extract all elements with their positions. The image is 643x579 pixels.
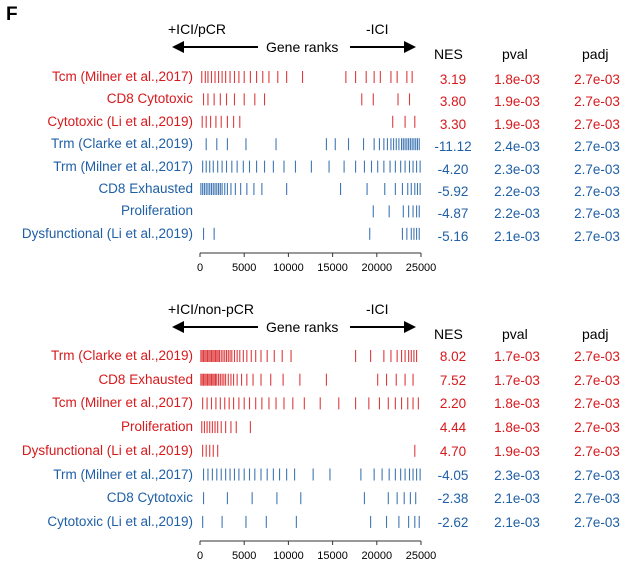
x-tick-label: 15000 bbox=[317, 262, 348, 274]
pval-value: 1.8e-03 bbox=[494, 420, 540, 436]
pval-value: 1.7e-03 bbox=[494, 372, 540, 388]
nes-value: 3.30 bbox=[439, 116, 467, 132]
padj-header: padj bbox=[582, 46, 609, 62]
pval-value: 1.8e-03 bbox=[494, 72, 540, 87]
gene-set-label: CD8 Cytotoxic bbox=[106, 490, 193, 506]
nes-value: 2.20 bbox=[439, 396, 467, 412]
left-direction-label: +ICI/pCR bbox=[168, 21, 226, 37]
nes-value: 8.02 bbox=[439, 349, 467, 364]
pval-value: 2.1e-03 bbox=[494, 228, 540, 244]
pval-value: 1.7e-03 bbox=[494, 349, 540, 364]
nes-value: -2.62 bbox=[437, 514, 469, 530]
gene-set-label: Trm (Milner et al.,2017) bbox=[53, 466, 193, 482]
gene-set-label: Trm (Clarke et al.,2019) bbox=[50, 136, 193, 152]
pval-value: 1.9e-03 bbox=[494, 443, 540, 459]
x-tick-label: 10000 bbox=[273, 550, 304, 562]
padj-value: 2.7e-03 bbox=[574, 184, 620, 199]
panel-letter: F bbox=[6, 4, 18, 25]
gene-set-label: Trm (Clarke et al.,2019) bbox=[50, 348, 193, 363]
nes-value: -4.20 bbox=[437, 161, 469, 177]
padj-header: padj bbox=[582, 326, 609, 342]
pval-header: pval bbox=[502, 326, 528, 342]
gene-set-label: Dysfunctional (Li et al.,2019) bbox=[21, 225, 193, 241]
pval-value: 2.2e-03 bbox=[494, 206, 540, 222]
x-tick-label: 10000 bbox=[273, 262, 304, 274]
padj-value: 2.7e-03 bbox=[574, 206, 620, 222]
gene-set-label: Dysfunctional (Li et al.,2019) bbox=[21, 442, 193, 458]
padj-value: 2.7e-03 bbox=[574, 467, 620, 483]
nes-value: 3.80 bbox=[439, 94, 467, 110]
nes-value: -11.12 bbox=[434, 139, 472, 155]
nes-value: 3.19 bbox=[439, 72, 467, 87]
pval-value: 2.1e-03 bbox=[494, 491, 540, 507]
gene-set-label: CD8 Exhausted bbox=[98, 371, 193, 387]
nes-header: NES bbox=[434, 326, 463, 342]
nes-value: -5.92 bbox=[437, 184, 469, 199]
padj-value: 2.7e-03 bbox=[574, 94, 620, 110]
pval-value: 2.1e-03 bbox=[494, 514, 540, 530]
nes-value: -4.05 bbox=[437, 467, 469, 483]
nes-value: -2.38 bbox=[437, 491, 469, 507]
gene-set-label: Proliferation bbox=[120, 203, 193, 219]
pval-value: 1.9e-03 bbox=[494, 94, 540, 110]
x-tick-label: 20000 bbox=[361, 550, 393, 562]
padj-value: 2.7e-03 bbox=[574, 514, 620, 530]
gene-set-label: CD8 Cytotoxic bbox=[106, 91, 193, 107]
padj-value: 2.7e-03 bbox=[574, 161, 620, 177]
left-arrow-head bbox=[172, 321, 184, 333]
padj-value: 2.7e-03 bbox=[574, 139, 620, 155]
x-tick-label: 5000 bbox=[231, 262, 257, 274]
nes-value: -5.16 bbox=[437, 228, 469, 244]
left-arrow-head bbox=[172, 41, 184, 53]
pval-value: 2.4e-03 bbox=[494, 139, 540, 155]
gene-set-label: Trm (Milner et al.,2017) bbox=[53, 158, 193, 174]
gene-set-label: Proliferation bbox=[120, 419, 193, 435]
padj-value: 2.7e-03 bbox=[574, 349, 620, 364]
right-arrow-head bbox=[404, 321, 416, 333]
padj-value: 2.7e-03 bbox=[574, 420, 620, 436]
x-tick-label: 25000 bbox=[405, 550, 437, 562]
nes-value: -4.87 bbox=[437, 206, 469, 222]
nes-header: NES bbox=[434, 46, 463, 62]
padj-value: 2.7e-03 bbox=[574, 228, 620, 244]
gene-set-label: Cytotoxic (Li et al.,2019) bbox=[47, 113, 193, 129]
gene-set-label: Cytotoxic (Li et al.,2019) bbox=[47, 513, 193, 529]
pval-value: 2.2e-03 bbox=[494, 184, 540, 199]
padj-value: 2.7e-03 bbox=[574, 443, 620, 459]
x-tick-label: 25000 bbox=[405, 262, 437, 274]
gene-set-label: CD8 Exhausted bbox=[98, 181, 193, 196]
padj-value: 2.7e-03 bbox=[574, 72, 620, 87]
right-arrow-head bbox=[404, 41, 416, 53]
x-tick-label: 5000 bbox=[231, 550, 257, 562]
pval-header: pval bbox=[502, 46, 528, 62]
gene-set-label: Tcm (Milner et al.,2017) bbox=[51, 395, 193, 411]
pval-value: 1.9e-03 bbox=[494, 116, 540, 132]
pval-value: 1.8e-03 bbox=[494, 396, 540, 412]
pval-value: 2.3e-03 bbox=[494, 161, 540, 177]
gene-ranks-label: Gene ranks bbox=[266, 319, 339, 335]
right-direction-label: -ICI bbox=[366, 301, 389, 317]
x-tick-label: 15000 bbox=[317, 550, 348, 562]
right-direction-label: -ICI bbox=[366, 21, 389, 37]
nes-value: 7.52 bbox=[439, 372, 467, 388]
nes-value: 4.44 bbox=[439, 420, 467, 436]
padj-value: 2.7e-03 bbox=[574, 491, 620, 507]
gene-ranks-label: Gene ranks bbox=[266, 39, 339, 55]
padj-value: 2.7e-03 bbox=[574, 116, 620, 132]
padj-value: 2.7e-03 bbox=[574, 396, 620, 412]
padj-value: 2.7e-03 bbox=[574, 372, 620, 388]
pval-value: 2.3e-03 bbox=[494, 467, 540, 483]
nes-value: 4.70 bbox=[439, 443, 467, 459]
x-tick-label: 0 bbox=[196, 550, 204, 562]
gene-set-label: Tcm (Milner et al.,2017) bbox=[51, 69, 193, 84]
left-direction-label: +ICI/non-pCR bbox=[168, 301, 254, 317]
x-tick-label: 20000 bbox=[361, 262, 393, 274]
x-tick-label: 0 bbox=[196, 262, 204, 274]
